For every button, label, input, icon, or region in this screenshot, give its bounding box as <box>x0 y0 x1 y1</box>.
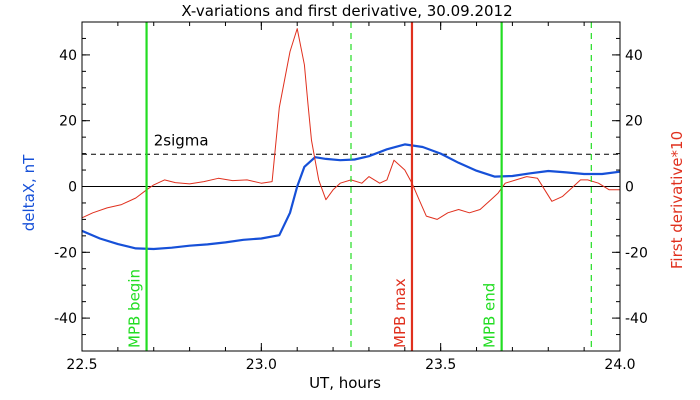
series-line-derivative <box>81 28 620 220</box>
left-axis-title: deltaX, nT <box>20 154 38 231</box>
axes: 22.5 23.0 23.5 24.0 -40 -40 -20 -20 0 0 20 20 40 40 <box>54 21 648 373</box>
marker-label-mpb-end: MPB end <box>481 283 499 348</box>
chart-title: X-variations and first derivative, 30.09… <box>181 2 512 20</box>
left-y-tick-label: 0 <box>68 180 77 196</box>
x-tick-label: 22.5 <box>66 357 97 373</box>
right-y-tick-label: -40 <box>625 311 648 327</box>
plot-area: 2sigma MPB begin MPB end MPB max <box>81 22 621 351</box>
x-tick-label: 24.0 <box>604 357 635 373</box>
right-y-tick-label: 20 <box>625 114 643 130</box>
marker-label-mpb-begin: MPB begin <box>126 269 144 348</box>
left-y-tick-label: 40 <box>59 48 77 64</box>
threshold-label: 2sigma <box>154 131 209 149</box>
x-axis-title: UT, hours <box>309 374 381 392</box>
right-y-tick-label: 40 <box>625 48 643 64</box>
left-y-tick-label: -20 <box>54 245 77 261</box>
left-y-tick-label: 20 <box>59 114 77 130</box>
left-y-tick-label: -40 <box>54 311 77 327</box>
x-tick-label: 23.0 <box>246 357 277 373</box>
right-y-tick-label: 0 <box>625 180 634 196</box>
series-line-deltaX <box>81 143 621 251</box>
right-y-tick-label: -20 <box>625 245 648 261</box>
x-tick-label: 23.5 <box>425 357 456 373</box>
marker-label-mpb-max: MPB max <box>391 278 409 348</box>
right-axis-title: First derivative*10 <box>668 131 686 269</box>
